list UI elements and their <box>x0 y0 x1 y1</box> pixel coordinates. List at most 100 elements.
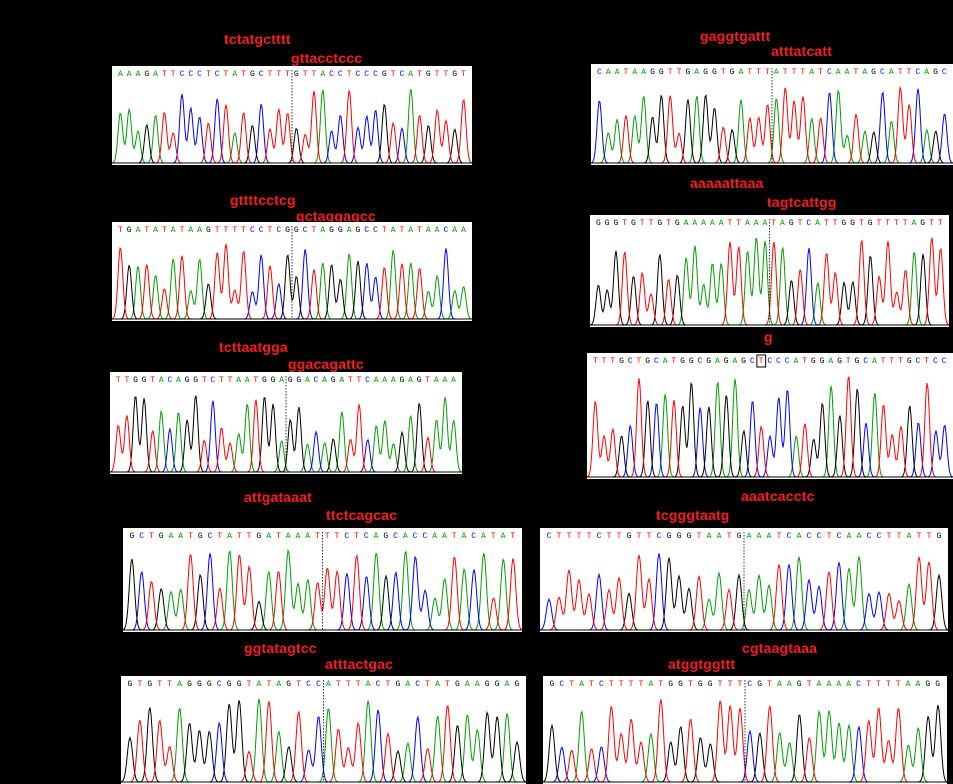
base-letter: G <box>270 376 276 385</box>
base-letter: T <box>671 357 677 366</box>
base-letter: T <box>267 226 273 235</box>
base-letter: C <box>373 226 378 235</box>
base-letter: C <box>656 532 662 541</box>
base-letter: G <box>757 680 763 689</box>
trace-T <box>123 553 522 631</box>
base-letter: T <box>266 680 272 689</box>
base-letter: T <box>737 680 743 689</box>
base-letter: G <box>158 532 164 541</box>
base-letter: G <box>395 680 401 689</box>
base-letter: A <box>662 357 668 366</box>
base-letter: T <box>311 70 317 79</box>
base-letter: T <box>219 376 224 385</box>
base-letter: G <box>837 357 842 366</box>
base-letter: G <box>287 376 293 385</box>
chromatogram-trace <box>112 70 472 164</box>
base-letter: T <box>302 70 308 79</box>
base-letter: T <box>346 70 352 79</box>
base-letter: A <box>777 680 782 689</box>
base-letter: T <box>628 680 634 689</box>
base-letter: G <box>425 70 431 79</box>
base-letter: A <box>756 532 762 541</box>
base-letter: C <box>749 357 755 366</box>
base-letter: A <box>177 680 182 689</box>
base-letter: T <box>720 68 726 77</box>
base-letter: G <box>626 532 632 541</box>
mutation-box <box>756 354 767 368</box>
base-letter: T <box>253 376 259 385</box>
base-letter: G <box>668 680 674 689</box>
base-letter: A <box>605 68 611 77</box>
base-letter: A <box>408 70 414 79</box>
base-letter: A <box>322 376 327 385</box>
base-letter: G <box>261 376 267 385</box>
base-letter: G <box>676 532 682 541</box>
base-letter: G <box>810 357 816 366</box>
base-letter: A <box>746 532 752 541</box>
base-letter: T <box>443 70 449 79</box>
base-letter: C <box>337 70 343 79</box>
base-letter: T <box>896 532 902 541</box>
base-letter: C <box>365 376 370 385</box>
base-letter: T <box>823 219 829 228</box>
base-letter: T <box>335 680 341 689</box>
base-letter: C <box>139 532 145 541</box>
base-letter: C <box>306 680 311 689</box>
base-letter: T <box>898 357 903 366</box>
base-letter: T <box>150 376 156 385</box>
base-letter: T <box>589 680 594 689</box>
base-letter: A <box>408 226 414 235</box>
base-letter: A <box>390 376 396 385</box>
base-letter: T <box>797 219 803 228</box>
base-letter: G <box>697 680 703 689</box>
base-letter: T <box>425 680 431 689</box>
base-letter: G <box>613 219 619 228</box>
base-letter: G <box>206 680 212 689</box>
base-letter: A <box>117 70 123 79</box>
base-letter: T <box>149 532 154 541</box>
panel-5-label-right: ggacagattc <box>288 356 364 372</box>
base-letter: C <box>471 532 477 541</box>
base-letter: G <box>226 680 232 689</box>
panel-10-label-right: atggtggttt <box>668 656 736 672</box>
base-letter: T <box>417 70 422 79</box>
base-letter: A <box>461 532 467 541</box>
base-letter: T <box>875 680 881 689</box>
base-letter: A <box>402 532 408 541</box>
base-letter: G <box>133 376 138 385</box>
base-letter: T <box>639 219 645 228</box>
panel-2-label-left: gaggtgattt <box>700 28 771 44</box>
base-letter: T <box>223 70 229 79</box>
base-letter: T <box>889 357 895 366</box>
base-letter: C <box>216 680 222 689</box>
base-letter: A <box>738 68 744 77</box>
base-letter: G <box>657 219 663 228</box>
base-letter: G <box>197 680 202 689</box>
base-letter: T <box>356 376 362 385</box>
base-letter: A <box>236 376 242 385</box>
base-letter: A <box>285 532 291 541</box>
base-letter: A <box>915 680 921 689</box>
base-letter: T <box>490 532 496 541</box>
base-letter: G <box>286 680 292 689</box>
base-letter: T <box>648 219 654 228</box>
base-letter: T <box>217 532 223 541</box>
base-letter: A <box>320 226 326 235</box>
base-letter: C <box>941 357 947 366</box>
base-letter: A <box>197 226 202 235</box>
base-letter: C <box>207 532 213 541</box>
base-letter: T <box>726 532 732 541</box>
base-letter: A <box>632 68 638 77</box>
base-letter: T <box>826 532 832 541</box>
base-letter: T <box>638 680 644 689</box>
base-letter: A <box>425 226 431 235</box>
base-letter: T <box>756 68 762 77</box>
base-letter: T <box>315 532 320 541</box>
base-letter: G <box>330 376 336 385</box>
base-letter: C <box>197 70 202 79</box>
base-letter: G <box>147 680 153 689</box>
base-letter: A <box>786 680 792 689</box>
